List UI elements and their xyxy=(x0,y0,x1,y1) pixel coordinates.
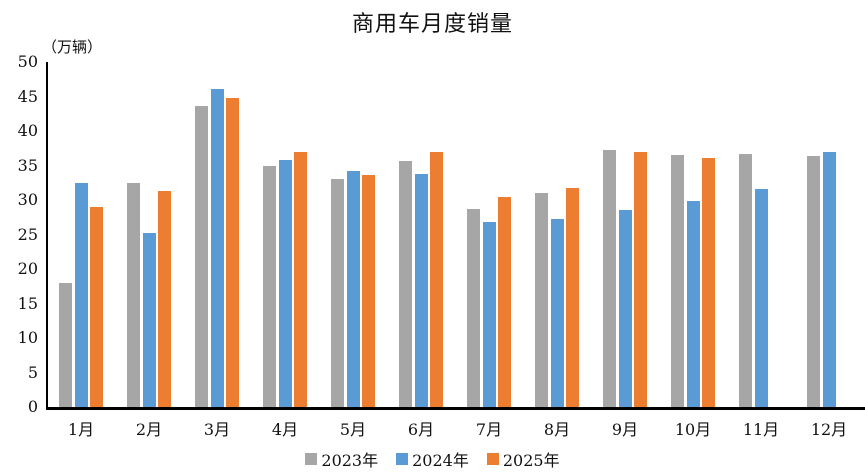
x-tick-label: 3月 xyxy=(203,420,231,439)
x-tick-label: 11月 xyxy=(742,420,780,439)
y-tick-label: 40 xyxy=(17,121,38,140)
legend-label: 2024年 xyxy=(412,451,469,470)
bar-2023年-8月 xyxy=(535,193,548,407)
y-tick-label: 5 xyxy=(27,362,38,382)
y-tick-label: 25 xyxy=(17,224,38,244)
bar-2024年-9月 xyxy=(618,210,632,407)
x-tick-label: 6月 xyxy=(407,420,435,439)
bar-2023年-9月 xyxy=(603,149,616,407)
x-tick-label: 7月 xyxy=(475,420,503,439)
legend-label: 2023年 xyxy=(321,451,379,470)
legend-swatch-icon xyxy=(486,453,499,465)
y-tick-label: 0 xyxy=(27,397,38,416)
bar-2025年-6月 xyxy=(430,151,443,407)
bar-2024年-10月 xyxy=(686,200,700,407)
y-tick-label: 15 xyxy=(17,293,38,313)
y-axis-line xyxy=(46,62,48,409)
y-tick-label: 20 xyxy=(17,259,38,278)
bar-2023年-3月 xyxy=(195,106,208,407)
bar-2023年-2月 xyxy=(127,182,140,408)
x-tick-label: 4月 xyxy=(271,420,299,439)
bar-2023年-1月 xyxy=(59,282,72,407)
bar-2025年-10月 xyxy=(702,157,715,407)
bar-2024年-4月 xyxy=(278,160,292,407)
y-tick-label: 50 xyxy=(17,52,38,71)
bar-2024年-12月 xyxy=(822,151,836,407)
x-tick-label: 10月 xyxy=(674,420,712,439)
bar-2023年-5月 xyxy=(331,179,344,407)
legend-swatch-icon xyxy=(305,453,318,465)
legend-label: 2025年 xyxy=(502,451,560,470)
bar-2023年-7月 xyxy=(467,209,480,407)
legend-item-2023年: 2023年 xyxy=(305,447,378,471)
bar-2024年-8月 xyxy=(550,219,564,407)
x-tick-label: 8月 xyxy=(543,420,571,439)
bar-2024年-5月 xyxy=(346,171,360,407)
bar-2024年-6月 xyxy=(414,173,428,407)
chart-title: 商用车月度销量 xyxy=(351,12,513,37)
bar-2025年-5月 xyxy=(362,175,375,407)
x-tick-label: 1月 xyxy=(67,420,95,439)
bar-2024年-1月 xyxy=(74,182,88,408)
bar-2025年-9月 xyxy=(634,152,647,407)
bar-2023年-11月 xyxy=(739,153,752,407)
bar-2025年-4月 xyxy=(294,151,307,407)
bar-2023年-4月 xyxy=(263,165,276,407)
bar-2025年-8月 xyxy=(566,188,579,407)
x-axis-line xyxy=(46,407,865,410)
bar-2024年-7月 xyxy=(482,222,496,407)
y-axis-unit-label: （万辆） xyxy=(42,38,103,56)
bar-2023年-6月 xyxy=(399,161,412,407)
legend: 2023年 2024年 2025年 xyxy=(0,447,865,471)
bar-2025年-1月 xyxy=(90,206,103,407)
x-tick-label: 2月 xyxy=(135,420,163,439)
y-tick-label: 45 xyxy=(17,86,38,106)
y-tick-label: 30 xyxy=(17,190,38,209)
bar-2025年-3月 xyxy=(226,97,239,407)
x-tick-label: 9月 xyxy=(611,420,639,439)
bar-2024年-3月 xyxy=(210,88,224,407)
bar-2023年-10月 xyxy=(671,154,684,407)
legend-item-2024年: 2024年 xyxy=(396,447,469,471)
x-tick-label: 12月 xyxy=(810,420,848,439)
legend-swatch-icon xyxy=(396,453,409,465)
legend-item-2025年: 2025年 xyxy=(486,447,560,471)
bar-2023年-12月 xyxy=(807,155,820,407)
x-tick-label: 5月 xyxy=(339,420,367,439)
y-tick-label: 10 xyxy=(17,328,38,347)
bar-2025年-7月 xyxy=(498,196,511,407)
bar-2024年-2月 xyxy=(142,233,156,407)
y-tick-label: 35 xyxy=(17,155,38,175)
bar-2024年-11月 xyxy=(754,189,768,407)
bar-2025年-2月 xyxy=(158,191,171,407)
